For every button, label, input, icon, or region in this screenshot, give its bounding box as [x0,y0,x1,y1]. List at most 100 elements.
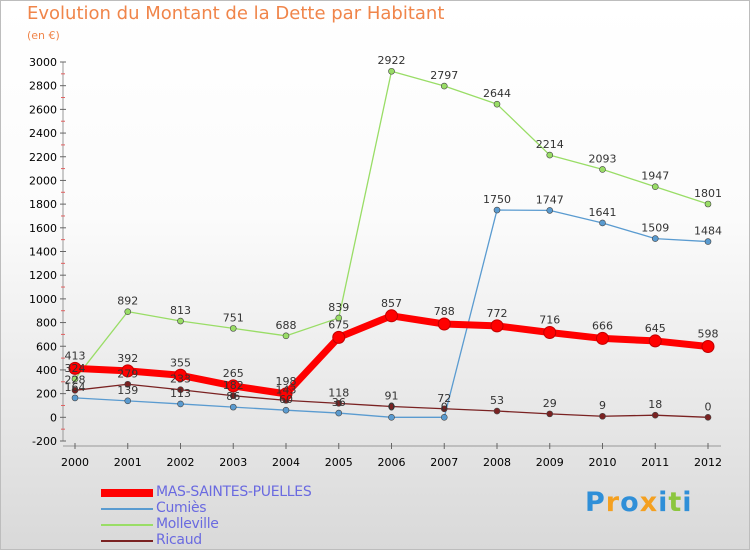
data-label: 9 [599,399,606,412]
data-label: 72 [437,392,451,405]
data-label: 198 [276,375,297,388]
data-point [599,412,606,420]
data-label: 113 [170,387,191,400]
y-tick-label: 0 [50,411,57,424]
data-point [335,314,343,322]
series-line-2 [74,70,709,380]
x-tick-label: 2003 [219,456,247,469]
series-points [68,67,715,421]
data-label: 2214 [536,138,564,151]
data-label: 1801 [694,187,722,200]
y-tick-label: 3000 [29,56,57,69]
logo-letter: P [585,487,606,518]
data-label: 29 [543,397,557,410]
data-label: 716 [539,314,560,327]
legend-swatch-1 [101,508,153,510]
data-point [648,334,662,348]
logo-letter: r [605,487,621,518]
data-point [546,207,554,214]
data-point [124,380,132,388]
chart-axes: -200020040060080010001200140016001800200… [29,56,722,469]
data-point [177,386,184,394]
data-point [388,403,395,410]
chart-title: Evolution du Montant de la Dette par Hab… [27,3,445,24]
y-tick-label: 800 [36,317,57,330]
data-point [704,414,712,421]
y-tick-label: 600 [36,340,57,353]
data-point [546,151,554,159]
x-tick-label: 2011 [641,456,669,469]
data-label: 18 [648,398,662,411]
x-tick-label: 2002 [167,456,195,469]
legend-swatch-3 [101,540,153,542]
data-point [440,414,448,421]
data-label: 392 [117,352,138,365]
logo-letter: i [682,487,693,518]
data-label: 0 [388,400,395,413]
data-label: 666 [592,319,613,332]
y-tick-label: 2200 [29,151,57,164]
legend-label-3: Ricaud [156,532,202,548]
data-point [71,394,79,402]
y-tick-label: -200 [32,435,57,448]
data-point [704,238,712,245]
x-tick-label: 2001 [114,456,142,469]
data-point [651,183,659,191]
data-point [440,82,448,90]
data-label: 0 [705,400,712,413]
data-point [226,379,240,393]
x-tick-label: 2006 [378,456,406,469]
data-label: 118 [328,386,349,399]
legend-label-2: Molleville [156,516,219,532]
y-tick-label: 1400 [29,246,57,259]
y-tick-label: 1600 [29,222,57,235]
data-label: 892 [117,295,138,308]
data-label: 1747 [536,193,564,206]
proxiti-logo: Proxiti [585,487,693,518]
x-tick-label: 2012 [694,456,722,469]
data-point [490,319,504,333]
data-point [71,387,79,394]
data-point [493,100,501,108]
x-tick-label: 2009 [536,456,564,469]
data-label: 2922 [378,54,406,67]
data-label: 164 [65,381,86,394]
data-label: 813 [170,304,191,317]
data-point [388,414,395,421]
logo-letter: i [658,487,669,518]
legend-label-0: MAS-SAINTES-PUELLES [156,484,312,500]
data-point [701,339,715,353]
data-label: 0 [441,400,448,413]
data-point [335,409,343,417]
data-label: 688 [276,319,297,332]
y-tick-label: 200 [36,388,57,401]
y-tick-label: 400 [36,364,57,377]
data-point [282,332,290,340]
data-label: 2644 [483,87,511,100]
data-label: 1641 [589,206,617,219]
y-tick-label: 2800 [29,80,57,93]
data-label: 233 [170,373,191,386]
data-label: 1484 [694,225,722,238]
data-label: 53 [490,394,504,407]
data-label: 2797 [430,69,458,82]
data-point [599,219,606,227]
data-point [332,330,346,344]
data-label: 324 [65,362,86,375]
logo-letter: x [639,487,659,518]
legend-swatch-0 [101,489,153,497]
y-tick-label: 2000 [29,174,57,187]
legend-label-1: Cumiès [156,500,207,516]
data-label: 86 [226,390,240,403]
data-point [229,325,237,332]
data-point [599,166,606,173]
data-label: 788 [434,305,455,318]
data-point [174,368,187,382]
data-label: 91 [385,390,399,403]
data-label: 1750 [483,193,511,206]
data-label: 645 [645,322,666,335]
logo-letter: o [620,487,640,518]
logo-letter: t [668,487,683,518]
